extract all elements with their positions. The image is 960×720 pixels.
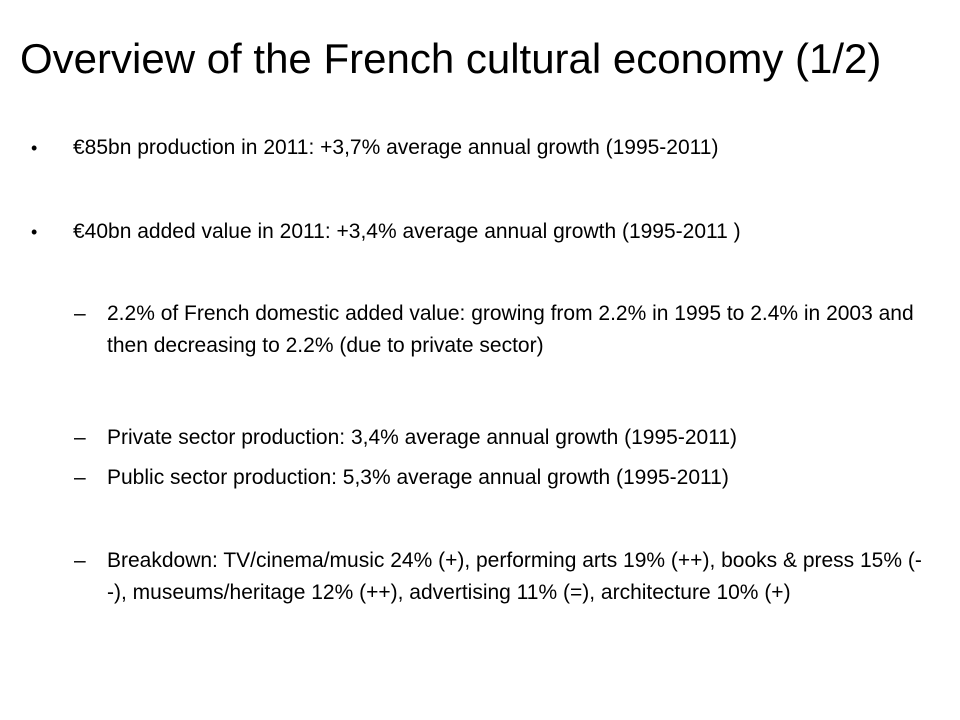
sub-bullet-item: – Private sector production: 3,4% averag… [74, 422, 937, 454]
dash-marker: – [74, 549, 86, 572]
sub-bullet-item: – 2.2% of French domestic added value: g… [74, 298, 937, 362]
slide-title: Overview of the French cultural economy … [20, 35, 882, 82]
sub-bullet-item: – Breakdown: TV/cinema/music 24% (+), pe… [74, 545, 937, 609]
bullet-item: • €85bn production in 2011: +3,7% averag… [31, 132, 933, 164]
dash-marker: – [74, 466, 86, 489]
sub-bullet-text: 2.2% of French domestic added value: gro… [107, 302, 914, 357]
sub-bullet-item: – Public sector production: 5,3% average… [74, 462, 937, 494]
sub-bullet-text: Public sector production: 5,3% average a… [107, 466, 729, 489]
dash-marker: – [74, 426, 86, 449]
sub-bullet-text: Private sector production: 3,4% average … [107, 426, 737, 449]
dash-marker: – [74, 302, 86, 325]
bullet-item: • €40bn added value in 2011: +3,4% avera… [31, 216, 933, 248]
sub-bullet-text: Breakdown: TV/cinema/music 24% (+), perf… [107, 549, 922, 604]
bullet-text: €85bn production in 2011: +3,7% average … [73, 136, 719, 159]
bullet-marker: • [31, 222, 38, 242]
bullet-text: €40bn added value in 2011: +3,4% average… [73, 220, 741, 243]
bullet-marker: • [31, 138, 38, 158]
